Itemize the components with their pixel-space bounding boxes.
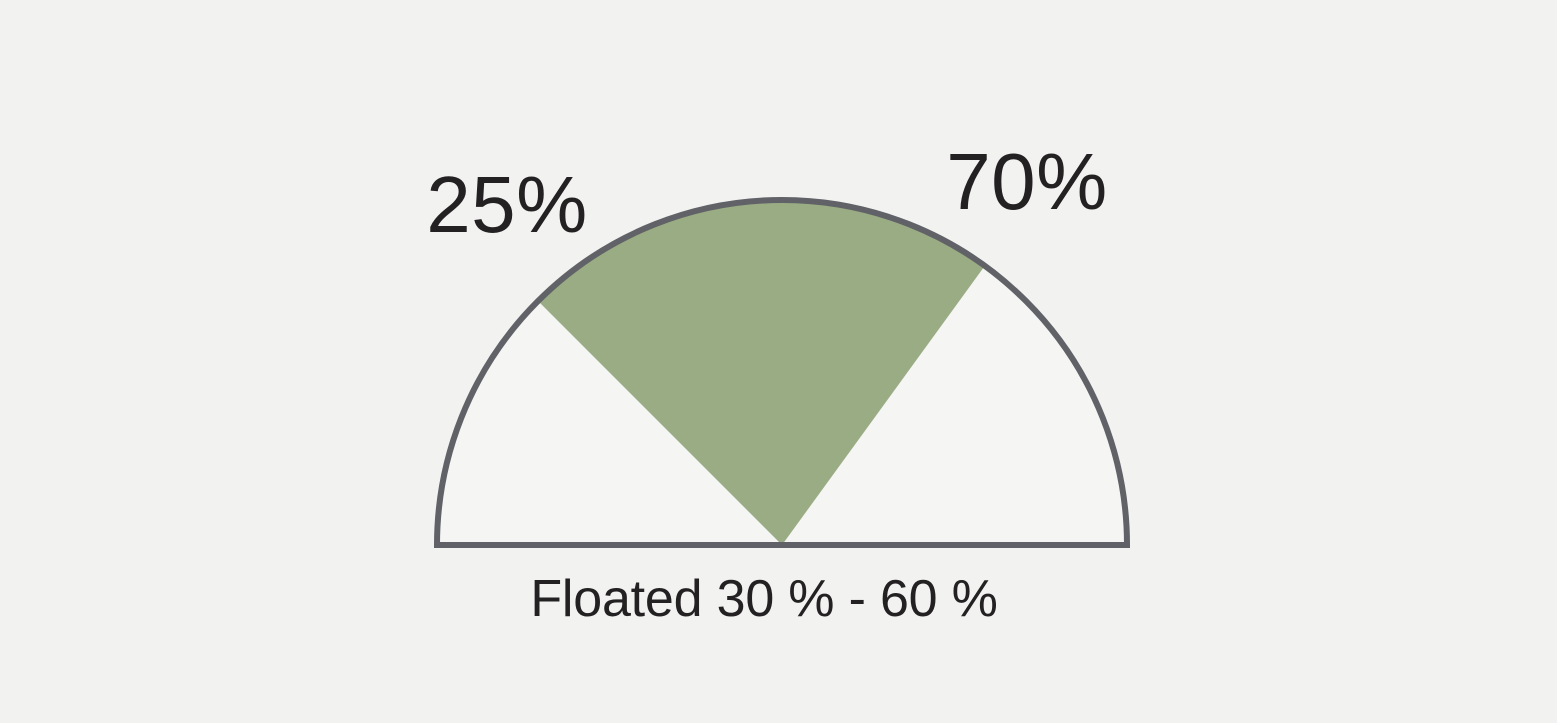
gauge-range-start-label: 25% — [426, 160, 588, 249]
gauge-range-wedge — [538, 200, 985, 546]
gauge-outline-arc — [433, 197, 1131, 548]
gauge-range-end-label: 70% — [946, 137, 1108, 226]
gauge-caption: Floated 30 % - 60 % — [530, 570, 998, 628]
